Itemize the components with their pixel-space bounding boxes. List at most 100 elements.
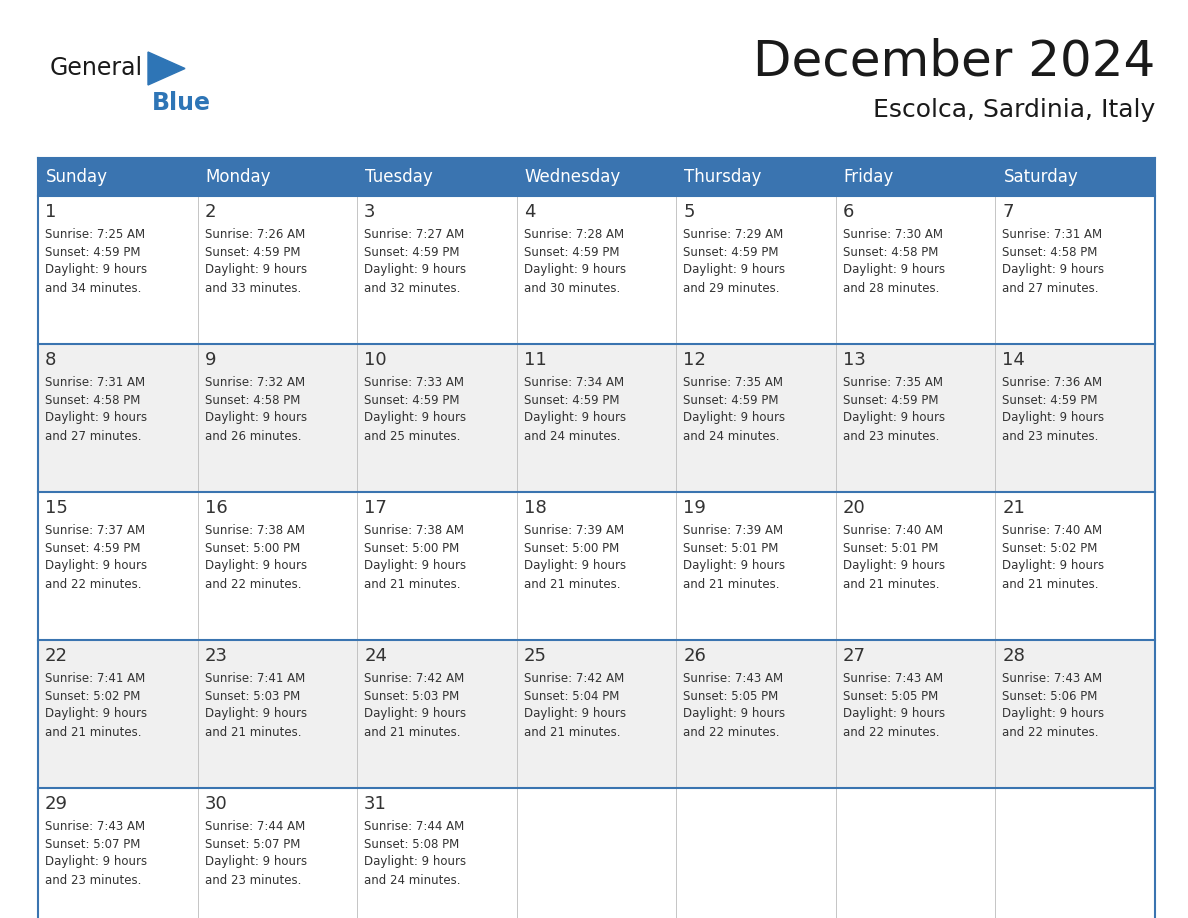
Text: Daylight: 9 hours: Daylight: 9 hours <box>842 708 944 721</box>
Text: Saturday: Saturday <box>1004 168 1079 186</box>
Text: Sunset: 4:59 PM: Sunset: 4:59 PM <box>524 394 619 407</box>
Text: Wednesday: Wednesday <box>525 168 621 186</box>
Text: and 21 minutes.: and 21 minutes. <box>204 725 301 738</box>
Text: 5: 5 <box>683 203 695 221</box>
Text: Sunset: 5:07 PM: Sunset: 5:07 PM <box>45 837 140 850</box>
Text: Sunrise: 7:34 AM: Sunrise: 7:34 AM <box>524 375 624 388</box>
Text: Sunrise: 7:35 AM: Sunrise: 7:35 AM <box>842 375 943 388</box>
Text: and 22 minutes.: and 22 minutes. <box>45 577 141 590</box>
Text: and 27 minutes.: and 27 minutes. <box>1003 282 1099 295</box>
Text: Sunset: 4:58 PM: Sunset: 4:58 PM <box>1003 245 1098 259</box>
Text: Sunset: 5:05 PM: Sunset: 5:05 PM <box>683 689 778 702</box>
Text: 8: 8 <box>45 351 56 369</box>
Text: Sunrise: 7:44 AM: Sunrise: 7:44 AM <box>365 820 465 833</box>
Text: Sunset: 5:00 PM: Sunset: 5:00 PM <box>365 542 460 554</box>
Text: Sunset: 5:02 PM: Sunset: 5:02 PM <box>45 689 140 702</box>
Text: Sunset: 5:03 PM: Sunset: 5:03 PM <box>204 689 299 702</box>
Text: Sunset: 4:59 PM: Sunset: 4:59 PM <box>842 394 939 407</box>
Text: and 32 minutes.: and 32 minutes. <box>365 282 461 295</box>
Text: Daylight: 9 hours: Daylight: 9 hours <box>204 708 307 721</box>
Text: 31: 31 <box>365 795 387 813</box>
Text: Daylight: 9 hours: Daylight: 9 hours <box>45 411 147 424</box>
Text: Sunrise: 7:31 AM: Sunrise: 7:31 AM <box>45 375 145 388</box>
Text: and 21 minutes.: and 21 minutes. <box>45 725 141 738</box>
Text: 21: 21 <box>1003 499 1025 517</box>
Text: Sunrise: 7:38 AM: Sunrise: 7:38 AM <box>365 523 465 536</box>
Text: 27: 27 <box>842 647 866 665</box>
Bar <box>38 640 1155 788</box>
Text: 17: 17 <box>365 499 387 517</box>
Text: Daylight: 9 hours: Daylight: 9 hours <box>683 708 785 721</box>
Text: Friday: Friday <box>843 168 895 186</box>
Text: Sunset: 4:59 PM: Sunset: 4:59 PM <box>45 542 140 554</box>
Polygon shape <box>148 52 185 85</box>
Text: Sunrise: 7:29 AM: Sunrise: 7:29 AM <box>683 228 784 241</box>
Text: 7: 7 <box>1003 203 1013 221</box>
Text: and 24 minutes.: and 24 minutes. <box>683 430 779 442</box>
Text: Daylight: 9 hours: Daylight: 9 hours <box>524 411 626 424</box>
Text: Daylight: 9 hours: Daylight: 9 hours <box>365 411 466 424</box>
Text: Daylight: 9 hours: Daylight: 9 hours <box>365 856 466 868</box>
Text: Sunrise: 7:41 AM: Sunrise: 7:41 AM <box>204 671 305 685</box>
Text: Daylight: 9 hours: Daylight: 9 hours <box>1003 411 1105 424</box>
Text: Sunset: 5:02 PM: Sunset: 5:02 PM <box>1003 542 1098 554</box>
Bar <box>38 158 1155 196</box>
Text: and 30 minutes.: and 30 minutes. <box>524 282 620 295</box>
Text: and 23 minutes.: and 23 minutes. <box>842 430 940 442</box>
Text: Sunset: 5:06 PM: Sunset: 5:06 PM <box>1003 689 1098 702</box>
Text: and 23 minutes.: and 23 minutes. <box>45 874 141 887</box>
Text: Daylight: 9 hours: Daylight: 9 hours <box>683 559 785 573</box>
Text: Daylight: 9 hours: Daylight: 9 hours <box>524 559 626 573</box>
Text: Sunset: 4:59 PM: Sunset: 4:59 PM <box>365 394 460 407</box>
Text: Sunrise: 7:26 AM: Sunrise: 7:26 AM <box>204 228 305 241</box>
Text: Sunset: 5:04 PM: Sunset: 5:04 PM <box>524 689 619 702</box>
Text: and 34 minutes.: and 34 minutes. <box>45 282 141 295</box>
Text: and 22 minutes.: and 22 minutes. <box>683 725 779 738</box>
Text: 11: 11 <box>524 351 546 369</box>
Text: Sunset: 4:58 PM: Sunset: 4:58 PM <box>45 394 140 407</box>
Text: Tuesday: Tuesday <box>365 168 432 186</box>
Text: Sunrise: 7:27 AM: Sunrise: 7:27 AM <box>365 228 465 241</box>
Text: Daylight: 9 hours: Daylight: 9 hours <box>842 263 944 276</box>
Text: Monday: Monday <box>206 168 271 186</box>
Text: Sunrise: 7:36 AM: Sunrise: 7:36 AM <box>1003 375 1102 388</box>
Text: and 21 minutes.: and 21 minutes. <box>524 725 620 738</box>
Text: Daylight: 9 hours: Daylight: 9 hours <box>683 263 785 276</box>
Text: and 22 minutes.: and 22 minutes. <box>204 577 301 590</box>
Text: Daylight: 9 hours: Daylight: 9 hours <box>204 411 307 424</box>
Text: Sunset: 4:59 PM: Sunset: 4:59 PM <box>683 245 779 259</box>
Text: 2: 2 <box>204 203 216 221</box>
Text: Sunset: 4:58 PM: Sunset: 4:58 PM <box>204 394 299 407</box>
Bar <box>38 788 1155 918</box>
Text: Sunset: 5:07 PM: Sunset: 5:07 PM <box>204 837 299 850</box>
Text: Sunrise: 7:40 AM: Sunrise: 7:40 AM <box>1003 523 1102 536</box>
Bar <box>38 196 1155 344</box>
Text: Sunset: 4:59 PM: Sunset: 4:59 PM <box>45 245 140 259</box>
Text: 1: 1 <box>45 203 56 221</box>
Text: Sunrise: 7:33 AM: Sunrise: 7:33 AM <box>365 375 465 388</box>
Text: Sunrise: 7:44 AM: Sunrise: 7:44 AM <box>204 820 305 833</box>
Text: Sunrise: 7:40 AM: Sunrise: 7:40 AM <box>842 523 943 536</box>
Text: Sunset: 5:03 PM: Sunset: 5:03 PM <box>365 689 460 702</box>
Text: and 22 minutes.: and 22 minutes. <box>1003 725 1099 738</box>
Text: Sunrise: 7:43 AM: Sunrise: 7:43 AM <box>683 671 783 685</box>
Text: Daylight: 9 hours: Daylight: 9 hours <box>45 263 147 276</box>
Text: Daylight: 9 hours: Daylight: 9 hours <box>204 263 307 276</box>
Text: Sunrise: 7:42 AM: Sunrise: 7:42 AM <box>524 671 624 685</box>
Text: and 28 minutes.: and 28 minutes. <box>842 282 940 295</box>
Text: 25: 25 <box>524 647 546 665</box>
Text: Sunrise: 7:30 AM: Sunrise: 7:30 AM <box>842 228 943 241</box>
Text: Daylight: 9 hours: Daylight: 9 hours <box>365 263 466 276</box>
Text: Sunrise: 7:39 AM: Sunrise: 7:39 AM <box>683 523 783 536</box>
Text: 19: 19 <box>683 499 706 517</box>
Text: 26: 26 <box>683 647 706 665</box>
Bar <box>38 344 1155 492</box>
Text: Sunrise: 7:43 AM: Sunrise: 7:43 AM <box>45 820 145 833</box>
Text: and 25 minutes.: and 25 minutes. <box>365 430 461 442</box>
Text: Sunset: 5:05 PM: Sunset: 5:05 PM <box>842 689 939 702</box>
Text: 28: 28 <box>1003 647 1025 665</box>
Text: and 29 minutes.: and 29 minutes. <box>683 282 779 295</box>
Text: Sunset: 4:59 PM: Sunset: 4:59 PM <box>1003 394 1098 407</box>
Text: Daylight: 9 hours: Daylight: 9 hours <box>365 559 466 573</box>
Text: and 21 minutes.: and 21 minutes. <box>524 577 620 590</box>
